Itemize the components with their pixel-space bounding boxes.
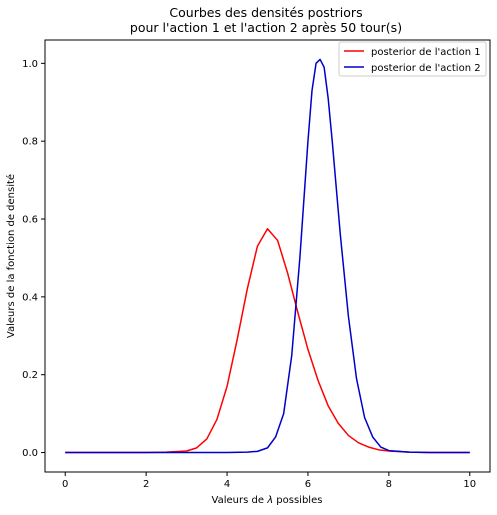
legend-label-action-1: posterior de l'action 1 — [371, 47, 481, 58]
y-tick-label: 1.0 — [22, 59, 38, 70]
y-tick-label: 0.6 — [22, 215, 38, 226]
y-axis-label: Valeurs de la fonction de densité — [5, 174, 17, 338]
y-tick-label: 0.0 — [22, 448, 38, 459]
legend-label-action-2: posterior de l'action 2 — [371, 63, 481, 74]
chart-title-line-2: pour l'action 1 et l'action 2 après 50 t… — [130, 20, 402, 35]
legend: posterior de l'action 1 posterior de l'a… — [338, 41, 487, 77]
x-tick-label: 8 — [386, 479, 392, 490]
x-axis-label-prefix: Valeurs de — [212, 495, 268, 506]
x-tick-label: 6 — [305, 479, 311, 490]
chart-title-line-1: Courbes des densités postriors — [169, 5, 362, 20]
x-tick-label: 10 — [463, 479, 476, 490]
y-tick-label: 0.4 — [22, 292, 38, 303]
x-axis-label-symbol: λ — [266, 495, 273, 506]
series-line-action-1 — [65, 228, 470, 454]
legend-box — [338, 41, 487, 77]
x-tick-label: 4 — [224, 479, 230, 490]
plot-frame — [44, 39, 491, 473]
x-axis-label-suffix: possibles — [273, 495, 322, 506]
series-line-action-2 — [65, 58, 470, 454]
x-axis-label: Valeurs de λ possibles — [212, 495, 323, 506]
x-tick-label: 0 — [62, 479, 68, 490]
y-tick-label: 0.8 — [22, 137, 38, 148]
y-tick-label: 0.2 — [22, 370, 38, 381]
x-tick-label: 2 — [143, 479, 149, 490]
